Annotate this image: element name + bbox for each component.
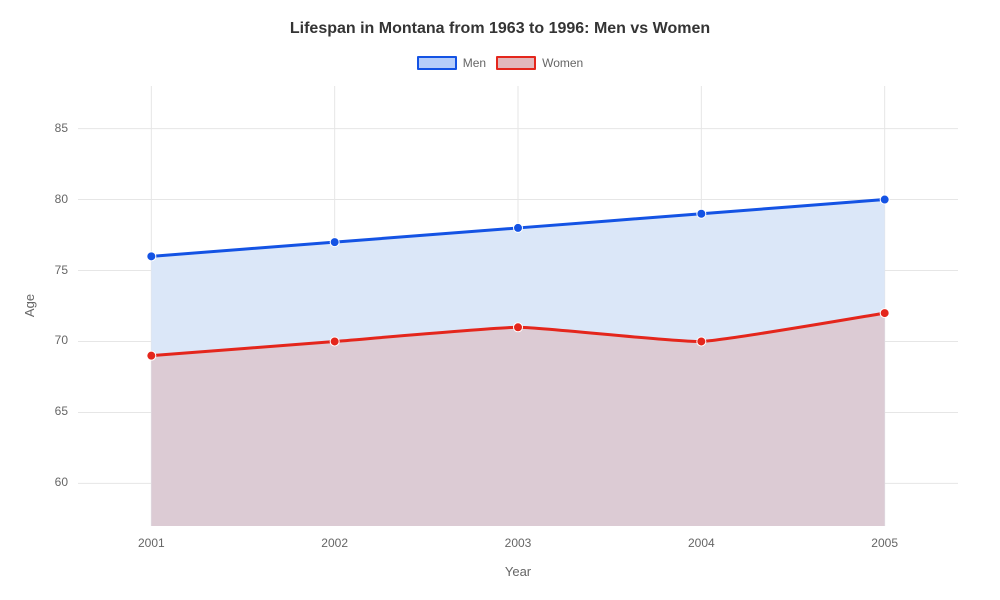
chart-container: Lifespan in Montana from 1963 to 1996: M… (0, 0, 1000, 600)
y-tick-label: 65 (55, 404, 68, 418)
y-tick-label: 80 (55, 192, 68, 206)
y-tick-label: 70 (55, 333, 68, 347)
y-tick-label: 85 (55, 121, 68, 135)
x-tick-label: 2005 (865, 536, 905, 550)
x-tick-label: 2001 (131, 536, 171, 550)
plot-area (0, 0, 1000, 600)
x-tick-label: 2002 (315, 536, 355, 550)
y-tick-label: 60 (55, 475, 68, 489)
x-tick-label: 2004 (681, 536, 721, 550)
x-tick-label: 2003 (498, 536, 538, 550)
y-tick-label: 75 (55, 263, 68, 277)
